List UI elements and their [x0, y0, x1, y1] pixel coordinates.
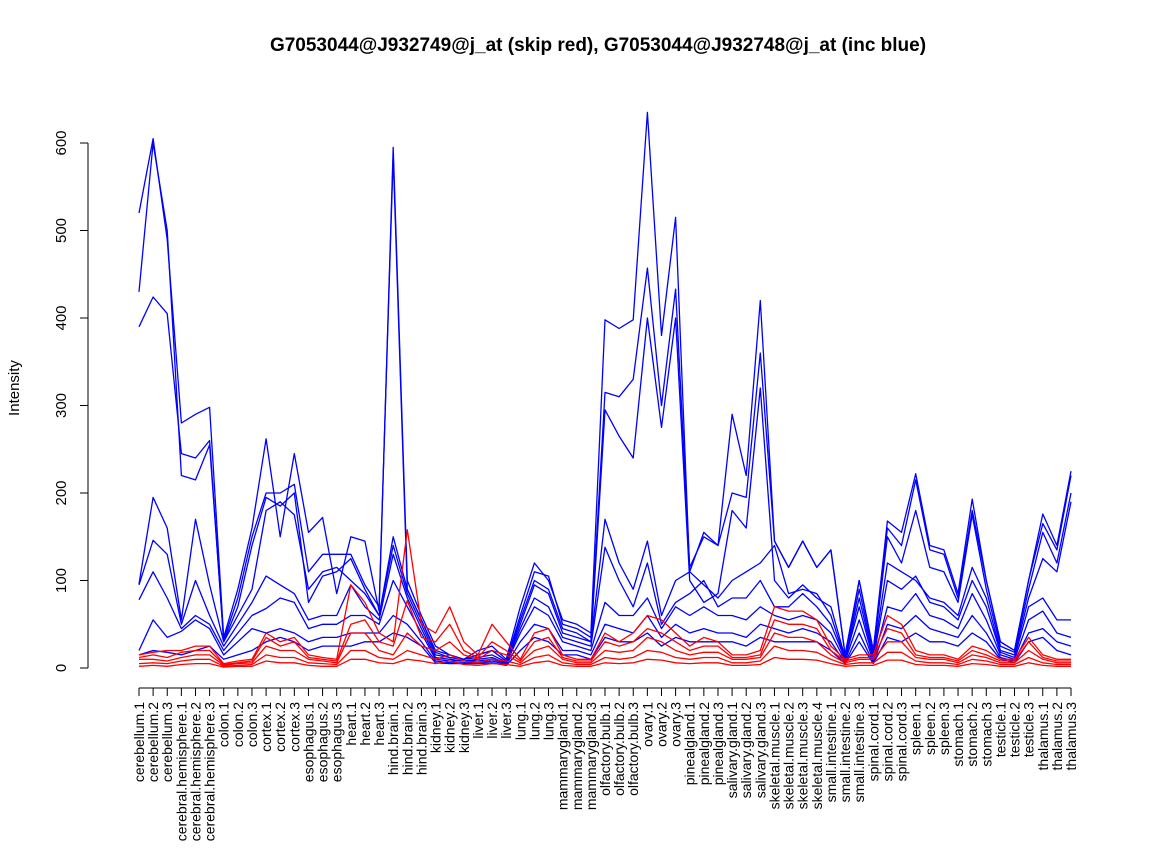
series-line [138, 656, 1071, 668]
x-tick-label: pinealgland.1 [682, 702, 698, 786]
x-tick-label: spleen.3 [936, 702, 952, 755]
y-tick-label: 100 [53, 568, 70, 593]
x-tick-label: kidney.3 [456, 702, 472, 753]
x-tick-label: liver.3 [498, 702, 514, 739]
x-tick-label: colon.2 [230, 702, 246, 747]
x-tick-label: skeletal.muscle.4 [809, 702, 825, 810]
x-tick-label: thalamus.1 [1035, 702, 1051, 771]
x-tick-label: cerebral.hemisphere.3 [202, 702, 218, 842]
series-line [138, 614, 1072, 666]
y-tick-label: 200 [53, 480, 70, 505]
x-tick-label: kidney.1 [428, 702, 444, 753]
x-tick-label: lung.3 [541, 702, 557, 740]
x-tick-label: small.intestine.1 [823, 702, 839, 803]
x-tick-label: spinal.cord.2 [879, 702, 895, 782]
x-tick-label: ovary.3 [668, 702, 684, 747]
series-lines [138, 111, 1072, 668]
x-tick-label: heart.1 [343, 702, 359, 746]
x-tick-label: cerebellum.1 [131, 702, 147, 782]
x-tick-label: mammarygland.3 [583, 702, 599, 810]
x-tick-label: olfactory.bulb.1 [597, 702, 613, 796]
x-tick-label: cerebral.hemisphere.2 [187, 702, 203, 842]
x-tick-label: hind.brain.1 [385, 702, 401, 775]
x-tick-label: pinealgland.2 [696, 702, 712, 786]
chart-title: G7053044@J932749@j_at (skip red), G70530… [270, 35, 926, 56]
x-tick-label: spleen.1 [908, 702, 924, 755]
x-tick-label: spleen.2 [922, 702, 938, 755]
x-tick-label: hind.brain.3 [413, 702, 429, 775]
x-tick-label: pinealgland.3 [710, 702, 726, 786]
series-line [138, 111, 1072, 660]
x-tick-label: olfactory.bulb.3 [625, 702, 641, 796]
x-tick-label: liver.1 [470, 702, 486, 739]
series-line [138, 539, 1071, 664]
x-tick-label: esophagus.2 [315, 702, 331, 782]
x-tick-label: skeletal.muscle.1 [766, 702, 782, 810]
x-tick-label: testicle.3 [1021, 702, 1037, 757]
x-tick-label: stomach.2 [964, 702, 980, 767]
x-tick-label: esophagus.3 [329, 702, 345, 782]
x-tick-label: small.intestine.2 [837, 702, 853, 803]
x-tick-label: colon.3 [244, 702, 260, 747]
series-line [138, 632, 1072, 667]
x-tick-label: olfactory.bulb.2 [611, 702, 627, 796]
x-tick-label: lung.1 [512, 702, 528, 740]
x-tick-label: liver.2 [484, 702, 500, 739]
x-tick-label: spinal.cord.1 [865, 702, 881, 782]
x-tick-label: stomach.3 [978, 702, 994, 767]
x-tick-label: skeletal.muscle.3 [795, 702, 811, 810]
x-tick-label: cerebellum.3 [159, 702, 175, 782]
x-tick-label: heart.2 [357, 702, 373, 746]
x-tick-label: cortex.3 [286, 702, 302, 752]
x-tick-label: spinal.cord.3 [894, 702, 910, 782]
series-line [138, 599, 1071, 666]
x-tick-label: hind.brain.2 [399, 702, 415, 775]
y-tick-label: 0 [53, 664, 70, 672]
x-tick-label: cortex.1 [258, 702, 274, 752]
y-axis-title: Intensity [6, 360, 23, 416]
x-tick-label: cortex.2 [272, 702, 288, 752]
series-line [138, 645, 1071, 667]
y-tick-label: 600 [53, 130, 70, 155]
x-tick-label: skeletal.muscle.2 [781, 702, 797, 810]
x-tick-label: thalamus.2 [1049, 702, 1065, 771]
y-axis: 0 100 200 300 400 500 600 [53, 130, 89, 672]
x-tick-label: heart.3 [371, 702, 387, 746]
x-tick-label: cerebral.hemisphere.1 [173, 702, 189, 842]
x-tick-label: testicle.2 [1007, 702, 1023, 757]
x-tick-label: kidney.2 [442, 702, 458, 753]
series-line [138, 142, 1072, 662]
x-tick-label: colon.1 [216, 702, 232, 747]
x-tick-label: ovary.2 [653, 702, 669, 747]
x-tick-label: ovary.1 [639, 702, 655, 747]
x-tick-label: small.intestine.3 [851, 702, 867, 803]
x-tick-label: lung.2 [526, 702, 542, 740]
series-line [138, 571, 1072, 665]
x-tick-label: salivary.gland.3 [752, 702, 768, 798]
x-tick-label: thalamus.3 [1063, 702, 1079, 771]
y-tick-label: 300 [53, 393, 70, 418]
x-tick-label: stomach.1 [950, 702, 966, 767]
series-line [138, 296, 1072, 662]
x-tick-label: testicle.1 [992, 702, 1008, 757]
y-tick-label: 400 [53, 305, 70, 330]
x-axis: cerebellum.1cerebellum.2cerebellum.3cere… [131, 687, 1079, 842]
x-tick-label: mammarygland.2 [569, 702, 585, 810]
series-line [138, 529, 1071, 665]
x-tick-label: mammarygland.1 [555, 702, 571, 810]
x-tick-label: salivary.gland.2 [738, 702, 754, 798]
x-tick-label: salivary.gland.1 [724, 702, 740, 798]
x-tick-label: esophagus.1 [300, 702, 316, 782]
x-tick-label: cerebellum.2 [145, 702, 161, 782]
y-tick-label: 500 [53, 218, 70, 243]
series-line [138, 496, 1072, 663]
series-line [139, 632, 1071, 667]
